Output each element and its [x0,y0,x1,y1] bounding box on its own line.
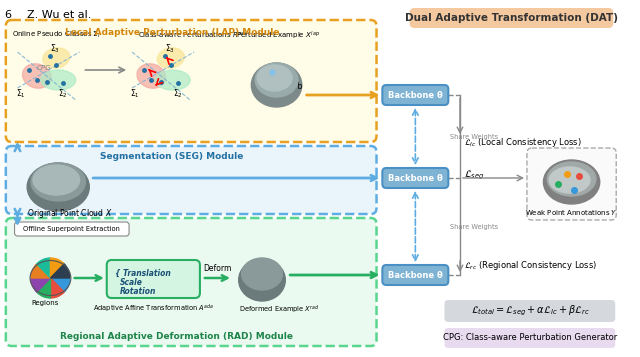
Text: Backbone θ: Backbone θ [388,271,443,280]
Ellipse shape [252,63,302,107]
FancyBboxPatch shape [444,300,615,322]
Ellipse shape [27,163,89,211]
Text: Online Pseudo Classes $\Sigma_i$: Online Pseudo Classes $\Sigma_i$ [12,30,100,40]
Text: CPG: CPG [36,65,51,71]
Text: Share Weights: Share Weights [451,223,499,230]
Text: Original Point Cloud $X$: Original Point Cloud $X$ [27,207,113,220]
FancyBboxPatch shape [382,265,449,285]
Ellipse shape [242,258,282,290]
Ellipse shape [157,48,184,68]
Ellipse shape [543,160,600,204]
FancyBboxPatch shape [382,85,449,105]
Text: $\Sigma_2$: $\Sigma_2$ [58,87,68,100]
FancyBboxPatch shape [15,222,129,236]
FancyBboxPatch shape [382,168,449,188]
Wedge shape [51,258,64,278]
Text: Deformed Example $X^{rad}$: Deformed Example $X^{rad}$ [239,304,319,316]
Wedge shape [51,278,64,298]
FancyBboxPatch shape [107,260,200,298]
Wedge shape [31,278,51,292]
Ellipse shape [43,48,70,68]
Ellipse shape [41,70,76,90]
Text: Adaptive Affine Transformation $A^{ada}$: Adaptive Affine Transformation $A^{ada}$ [93,303,214,315]
Ellipse shape [547,162,596,196]
Ellipse shape [22,64,51,88]
Text: Backbone θ: Backbone θ [388,91,443,100]
Text: $\Sigma_3$: $\Sigma_3$ [51,42,60,55]
FancyBboxPatch shape [410,8,613,28]
Text: $\mathcal{L}_{total} = \mathcal{L}_{seg} + \alpha\mathcal{L}_{lc} + \beta\mathca: $\mathcal{L}_{total} = \mathcal{L}_{seg}… [470,304,589,318]
Text: CPG: Class-aware Perturbation Generator: CPG: Class-aware Perturbation Generator [443,333,617,342]
Text: { Translation: { Translation [115,269,170,278]
FancyBboxPatch shape [6,20,376,142]
Ellipse shape [33,165,79,195]
Ellipse shape [255,63,298,97]
Text: Dual Adaptive Transformation (DAT): Dual Adaptive Transformation (DAT) [405,13,618,23]
Ellipse shape [31,163,85,201]
Text: Regional Adaptive Deformation (RAD) Module: Regional Adaptive Deformation (RAD) Modu… [60,332,293,341]
Wedge shape [31,264,51,278]
FancyBboxPatch shape [444,328,615,348]
Text: $\Sigma_3$: $\Sigma_3$ [165,42,175,55]
Text: Scale: Scale [120,278,143,287]
Text: Offline Superpoint Extraction: Offline Superpoint Extraction [24,226,120,232]
Text: Segmentation (SEG) Module: Segmentation (SEG) Module [100,152,243,161]
Wedge shape [36,278,51,298]
Wedge shape [51,278,70,292]
Ellipse shape [156,70,190,90]
Text: $\Sigma_1$: $\Sigma_1$ [15,87,26,100]
Text: Perturbed Example $X^{lap}$: Perturbed Example $X^{lap}$ [236,30,320,42]
Text: $\mathcal{L}_{lc}$ (Local Consistency Loss): $\mathcal{L}_{lc}$ (Local Consistency Lo… [464,136,582,149]
Text: Rotation: Rotation [120,287,157,296]
Text: Deform: Deform [203,264,232,273]
Text: $\mathcal{L}_{rc}$ (Regional Consistency Loss): $\mathcal{L}_{rc}$ (Regional Consistency… [464,259,597,272]
Text: $\Sigma_1$: $\Sigma_1$ [130,87,140,100]
FancyBboxPatch shape [6,146,376,214]
Text: Local Adaptive Perturbation (LAP) Module: Local Adaptive Perturbation (LAP) Module [65,28,279,37]
Wedge shape [36,258,51,278]
Text: Class-aware Perturbations $R^{ada}$: Class-aware Perturbations $R^{ada}$ [138,30,248,41]
Text: $\mathcal{L}_{seg}$: $\mathcal{L}_{seg}$ [464,169,484,182]
Ellipse shape [137,64,166,88]
Text: Perturb: Perturb [275,82,303,91]
Ellipse shape [257,65,292,91]
Ellipse shape [239,259,285,301]
Text: Share Weights: Share Weights [451,134,499,140]
FancyBboxPatch shape [527,148,616,220]
FancyBboxPatch shape [6,218,376,346]
Text: $\Sigma_2$: $\Sigma_2$ [173,87,182,100]
Ellipse shape [549,167,590,193]
Text: Weak Point Annotations $Y$: Weak Point Annotations $Y$ [525,207,618,216]
Wedge shape [51,264,70,278]
Text: Z. Wu et al.: Z. Wu et al. [27,10,92,20]
Text: 6: 6 [4,10,11,20]
Text: Regions: Regions [31,300,58,306]
Text: Backbone θ: Backbone θ [388,174,443,182]
